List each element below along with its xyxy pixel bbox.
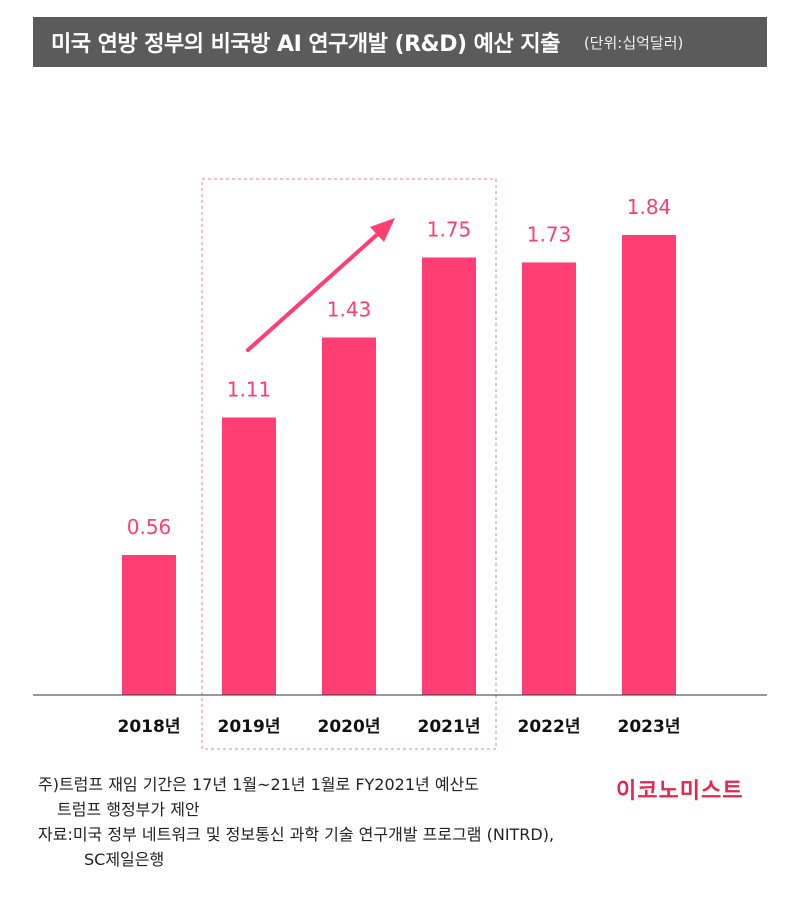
highlight-box — [201, 178, 497, 750]
data-label: 0.56 — [127, 515, 172, 539]
x-tick-label: 2020년 — [318, 717, 381, 737]
data-label: 1.43 — [327, 298, 372, 322]
data-label: 1.73 — [527, 223, 572, 247]
footnotes: 주)트럼프 재임 기간은 17년 1월~21년 1월로 FY2021년 예산도 … — [38, 772, 554, 872]
source-line: SC제일은행 — [84, 850, 165, 869]
chart-title: 미국 연방 정부의 비국방 AI 연구개발 (R&D) 예산 지출 — [51, 32, 560, 57]
title-bar: 미국 연방 정부의 비국방 AI 연구개발 (R&D) 예산 지출 (단위:십억… — [33, 17, 767, 67]
x-tick-label: 2023년 — [618, 717, 681, 737]
bar — [322, 337, 376, 695]
footnote-line: 트럼프 행정부가 제안 — [57, 800, 200, 819]
x-tick-label: 2018년 — [118, 717, 181, 737]
bar — [222, 417, 276, 695]
source-line: 자료:미국 정부 네트워크 및 정보통신 과학 기술 연구개발 프로그램 (NI… — [38, 825, 555, 844]
unit-label: (단위:십억달러) — [583, 33, 684, 52]
footnote-line: 주)트럼프 재임 기간은 17년 1월~21년 1월로 FY2021년 예산도 — [38, 775, 479, 794]
data-label: 1.11 — [227, 378, 272, 402]
x-tick-label: 2019년 — [218, 717, 281, 737]
bar — [622, 235, 676, 695]
publisher-logo: 이코노미스트 — [616, 779, 744, 804]
bar — [522, 262, 576, 695]
bar — [422, 257, 476, 695]
x-tick-label: 2022년 — [518, 717, 581, 737]
data-label: 1.84 — [627, 195, 672, 219]
trend-arrow-line — [246, 230, 382, 352]
x-tick-label: 2021년 — [418, 717, 481, 737]
data-label: 1.75 — [427, 218, 472, 242]
trend-arrow-head — [370, 218, 395, 242]
bar — [122, 555, 176, 695]
